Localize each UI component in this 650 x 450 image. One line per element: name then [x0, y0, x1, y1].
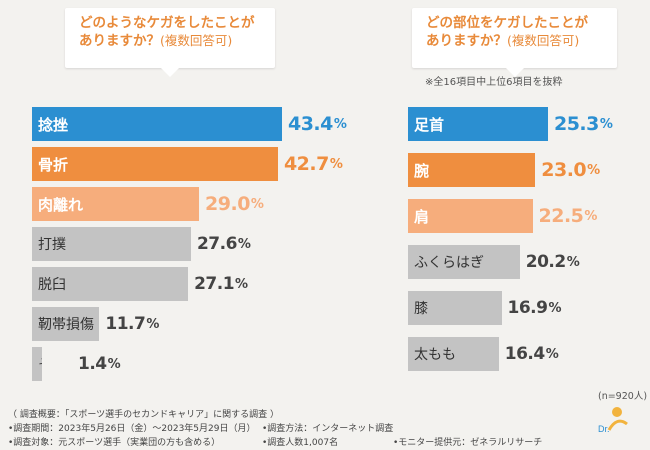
- left-value-number: 29.0: [205, 193, 250, 215]
- right-bar-label: 足首: [414, 115, 445, 134]
- right-value-number: 20.2: [525, 252, 566, 272]
- right-bar-label: ふくらはぎ: [414, 255, 484, 271]
- left-value-number: 27.6: [196, 234, 237, 254]
- brand-logo: Dr.: [597, 404, 637, 436]
- right-bar-4: ふくらはぎ: [408, 245, 520, 279]
- left-bar-label: 靭帯損傷: [38, 317, 94, 333]
- left-value-unit: %: [333, 116, 347, 132]
- left-value-label: 43.4%: [287, 107, 347, 141]
- right-value-label: 16.9%: [507, 291, 562, 325]
- right-bar-label: 膝: [414, 301, 428, 317]
- left-title-line2: ありますか？: [79, 33, 160, 49]
- footer-count: •調査人数1,007名: [262, 438, 339, 448]
- right-value-number: 22.5: [538, 205, 584, 227]
- left-value-number: 1.4: [78, 354, 107, 374]
- left-value-label: 11.7%: [105, 307, 159, 341]
- left-bar-label: 捻挫: [38, 115, 69, 134]
- right-title-pointer: [505, 68, 524, 77]
- right-value-label: 23.0%: [541, 153, 600, 187]
- left-value-unit: %: [329, 156, 343, 172]
- right-bar-1: 足首: [408, 107, 548, 141]
- left-bar-3: 肉離れ: [32, 187, 200, 221]
- footer-period: •調査期間：2023年5月26日（金）～2023年5月29日（月）: [8, 424, 256, 434]
- right-value-unit: %: [566, 254, 580, 270]
- right-title-sub: (複数回答可): [507, 33, 580, 48]
- left-bar-label: 打撲: [38, 237, 66, 253]
- left-bar-4: 打撲: [32, 227, 191, 261]
- left-value-unit: %: [235, 276, 248, 292]
- right-bar-5: 膝: [408, 291, 502, 325]
- left-title-line1: どのようなケガをしたことが: [79, 15, 255, 31]
- sample-size-note: (n=920人): [598, 391, 648, 402]
- right-bar-label: 腕: [414, 161, 430, 180]
- left-bar-2: 骨折: [32, 147, 278, 181]
- right-value-number: 23.0: [541, 159, 587, 181]
- footer-provider: •モニター提供元：ゼネラルリサーチ: [393, 438, 543, 448]
- right-value-unit: %: [587, 162, 600, 178]
- left-bar-label: 脱臼: [38, 277, 66, 293]
- right-bar-label: 太もも: [414, 347, 456, 363]
- right-value-number: 16.4: [504, 344, 545, 364]
- footer-target: •調査対象：元スポーツ選手（実業団の方も含める）: [8, 438, 221, 448]
- left-value-label: 1.4%: [78, 347, 121, 381]
- left-value-number: 27.1: [194, 274, 235, 294]
- right-bar-label: 肩: [414, 207, 430, 226]
- right-title-line2: ありますか？: [426, 33, 507, 49]
- right-bar-3: 肩: [408, 199, 533, 233]
- footer-method: •調査方法：インターネット調査: [262, 424, 394, 434]
- left-bar-label: その他: [38, 354, 42, 374]
- left-bar-6: 靭帯損傷: [32, 307, 100, 341]
- left-value-label: 29.0%: [205, 187, 264, 221]
- left-chart-title: どのようなケガをしたことが ありますか？(複数回答可): [65, 8, 275, 77]
- left-value-label: 27.1%: [194, 267, 248, 301]
- left-bar-label: 肉離れ: [38, 195, 84, 214]
- left-value-label: 42.7%: [283, 147, 343, 181]
- right-bar-6: 太もも: [408, 337, 499, 371]
- left-value-number: 11.7: [105, 314, 146, 334]
- left-value-unit: %: [250, 196, 264, 212]
- left-bar-5: 脱臼: [32, 267, 189, 301]
- right-chart-note: ※全16項目中上位6項目を抜粋: [425, 77, 563, 88]
- right-chart-title: どの部位をケガしたことが ありますか？(複数回答可): [412, 8, 617, 77]
- right-value-label: 25.3%: [553, 107, 613, 141]
- left-title-sub: (複数回答可): [160, 33, 233, 48]
- right-value-label: 16.4%: [504, 337, 559, 371]
- right-value-number: 25.3: [553, 113, 599, 135]
- right-value-label: 20.2%: [525, 245, 580, 279]
- left-value-unit: %: [237, 236, 251, 252]
- right-value-number: 16.9: [507, 298, 548, 318]
- right-value-unit: %: [548, 300, 561, 316]
- left-value-number: 42.7: [283, 153, 329, 175]
- left-value-unit: %: [107, 356, 121, 372]
- left-bar-7: その他: [32, 347, 42, 381]
- left-value-label: 27.6%: [196, 227, 251, 261]
- right-value-unit: %: [584, 208, 597, 224]
- left-value-number: 43.4: [287, 113, 333, 135]
- left-bar-label: 骨折: [38, 155, 69, 174]
- left-title-pointer: [161, 68, 179, 77]
- right-bar-2: 腕: [408, 153, 536, 187]
- footer-overview: （ 調査概要：「スポーツ選手のセカンドキャリア」に関する調査 ）: [8, 410, 280, 420]
- logo-text: Dr.: [598, 424, 610, 434]
- left-bar-1: 捻挫: [32, 107, 282, 141]
- right-value-unit: %: [545, 346, 559, 362]
- right-value-label: 22.5%: [538, 199, 598, 233]
- right-value-unit: %: [599, 116, 613, 132]
- left-value-unit: %: [146, 316, 159, 332]
- right-title-line1: どの部位をケガしたことが: [426, 15, 588, 31]
